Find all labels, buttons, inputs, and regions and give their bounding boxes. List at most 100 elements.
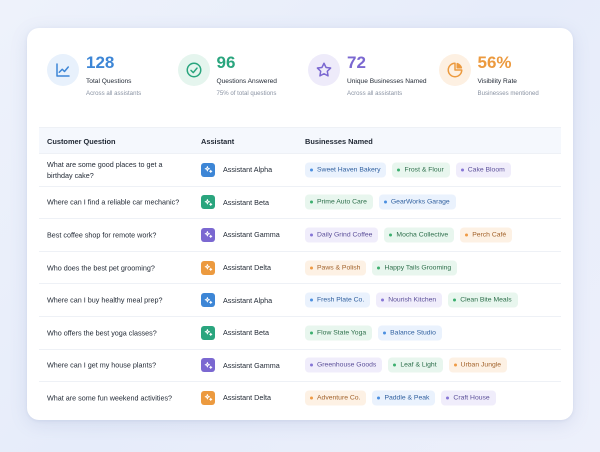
business-name: Sweet Haven Bakery [317, 166, 381, 174]
business-chip[interactable]: Nourish Kitchen [376, 292, 443, 308]
assistant-name: Assistant Delta [223, 393, 271, 403]
table-body: What are some good places to get a birth… [39, 153, 561, 414]
chip-dot [310, 363, 313, 367]
business-name: Daily Grind Coffee [317, 231, 373, 239]
stat-label: Unique Businesses Named [347, 78, 427, 85]
business-chip[interactable]: Paddle & Peak [372, 390, 436, 406]
stat-label: Visibility Rate [477, 78, 517, 85]
business-chip[interactable]: Perch Café [460, 227, 513, 243]
customer-question: What are some good places to get a birth… [47, 159, 163, 180]
business-name: Frost & Flour [404, 166, 444, 174]
table-row[interactable]: What are some fun weekend activities? Ass… [39, 381, 561, 414]
chip-dot [465, 233, 469, 237]
check-circle-icon [177, 54, 210, 86]
business-chip[interactable]: Greenhouse Goods [305, 357, 383, 373]
trend-chart-icon [47, 54, 79, 86]
header-businesses-named: Businesses Named [305, 137, 373, 146]
stat-subtext: Businesses mentioned [477, 90, 539, 97]
business-name: Adventure Co. [317, 394, 361, 402]
header-assistant: Assistant [201, 137, 235, 146]
assistant-sparkle-icon [201, 162, 215, 177]
assistant-cell: Assistant Alpha [201, 293, 272, 308]
business-chip[interactable]: Craft House [441, 390, 496, 406]
chip-dot [453, 298, 457, 302]
business-name: Perch Café [472, 231, 507, 239]
businesses-list: Greenhouse Goods Leaf & Light Urban Jungle [305, 357, 513, 373]
business-name: Leaf & Light [400, 361, 437, 369]
pie-chart-icon [438, 54, 471, 86]
businesses-list: Fresh Plate Co. Nourish Kitchen Clean Bite… [305, 292, 524, 308]
chip-dot [389, 233, 393, 237]
assistant-sparkle-icon [201, 195, 215, 210]
chip-dot [381, 298, 385, 302]
chip-dot [310, 200, 313, 204]
star-icon [308, 54, 340, 86]
business-name: Prime Auto Care [317, 198, 367, 206]
table-row[interactable]: Where can I buy healthy meal prep? Assist… [39, 283, 561, 316]
table-row[interactable]: Where can I get my house plants? Assistan… [39, 348, 561, 382]
business-chip[interactable]: Adventure Co. [305, 390, 367, 406]
business-chip[interactable]: Balance Studio [378, 325, 442, 341]
chip-dot [446, 396, 450, 400]
business-chip[interactable]: Paws & Polish [305, 260, 367, 276]
business-chip[interactable]: Clean Bite Meals [448, 292, 518, 308]
business-chip[interactable]: Leaf & Light [388, 357, 443, 373]
stat-label: Questions Answered [216, 78, 277, 85]
table-row[interactable]: Best coffee shop for remote work? Assista… [39, 218, 561, 251]
customer-question: Who offers the best yoga classes? [47, 328, 157, 338]
business-chip[interactable]: GearWorks Garage [378, 194, 456, 210]
stat-card: 128 Total Questions Across all assistants [39, 40, 170, 128]
customer-question: Who does the best pet grooming? [47, 263, 155, 273]
customer-question: What are some fun weekend activities? [47, 393, 173, 403]
table-header: Customer Question Assistant Businesses N… [39, 127, 561, 153]
stat-label: Total Questions [86, 78, 132, 85]
business-chip[interactable]: Flow State Yoga [305, 325, 373, 341]
business-name: Cake Bloom [467, 166, 505, 174]
assistant-cell: Assistant Delta [201, 260, 271, 275]
dashboard-content: 128 Total Questions Across all assistants 9… [39, 40, 561, 408]
chip-dot [310, 266, 313, 270]
assistant-sparkle-icon [201, 390, 215, 405]
business-chip[interactable]: Prime Auto Care [305, 194, 373, 210]
chip-dot [453, 363, 457, 367]
stat-subtext: Across all assistants [347, 90, 403, 97]
businesses-list: Sweet Haven Bakery Frost & Flour Cake Bloo… [305, 162, 517, 178]
assistant-name: Assistant Gamma [223, 230, 280, 240]
chip-dot [310, 331, 313, 335]
business-chip[interactable]: Mocha Collective [384, 227, 455, 243]
chip-dot [310, 298, 313, 302]
table-row[interactable]: Where can I find a reliable car mechanic… [39, 185, 561, 219]
business-name: Greenhouse Goods [317, 361, 377, 369]
businesses-list: Paws & Polish Happy Tails Grooming [305, 260, 463, 276]
business-chip[interactable]: Frost & Flour [392, 162, 450, 178]
businesses-list: Adventure Co. Paddle & Peak Craft House [305, 390, 502, 406]
assistant-cell: Assistant Gamma [201, 358, 280, 373]
stat-card: 72 Unique Businesses Named Across all assi… [300, 40, 431, 128]
stat-card: 56% Visibility Rate Businesses mentioned [431, 40, 562, 128]
stat-value: 72 [347, 53, 366, 72]
assistant-sparkle-icon [201, 293, 215, 308]
table-row[interactable]: Who does the best pet grooming? Assistant… [39, 250, 561, 284]
stat-card: 96 Questions Answered 75% of total questio… [170, 40, 301, 128]
assistant-name: Assistant Alpha [223, 165, 273, 175]
business-chip[interactable]: Happy Tails Grooming [372, 260, 458, 276]
stat-value: 128 [86, 53, 115, 72]
table-row[interactable]: Who offers the best yoga classes? Assista… [39, 315, 561, 349]
stat-subtext: 75% of total questions [216, 90, 277, 97]
businesses-list: Prime Auto Care GearWorks Garage [305, 194, 462, 210]
business-name: Flow State Yoga [317, 329, 367, 337]
assistant-sparkle-icon [201, 260, 215, 275]
business-chip[interactable]: Sweet Haven Bakery [305, 162, 387, 178]
businesses-list: Daily Grind Coffee Mocha Collective Perch … [305, 227, 518, 243]
business-chip[interactable]: Fresh Plate Co. [305, 292, 371, 308]
table-row[interactable]: What are some good places to get a birth… [39, 153, 561, 186]
business-chip[interactable]: Daily Grind Coffee [305, 227, 379, 243]
assistant-sparkle-icon [201, 227, 215, 242]
assistant-name: Assistant Beta [223, 328, 269, 338]
assistant-cell: Assistant Delta [201, 390, 271, 405]
business-name: Paddle & Peak [384, 394, 430, 402]
assistant-cell: Assistant Alpha [201, 162, 273, 177]
business-chip[interactable]: Urban Jungle [448, 357, 508, 373]
business-chip[interactable]: Cake Bloom [455, 162, 511, 178]
customer-question: Where can I find a reliable car mechanic… [47, 197, 180, 207]
